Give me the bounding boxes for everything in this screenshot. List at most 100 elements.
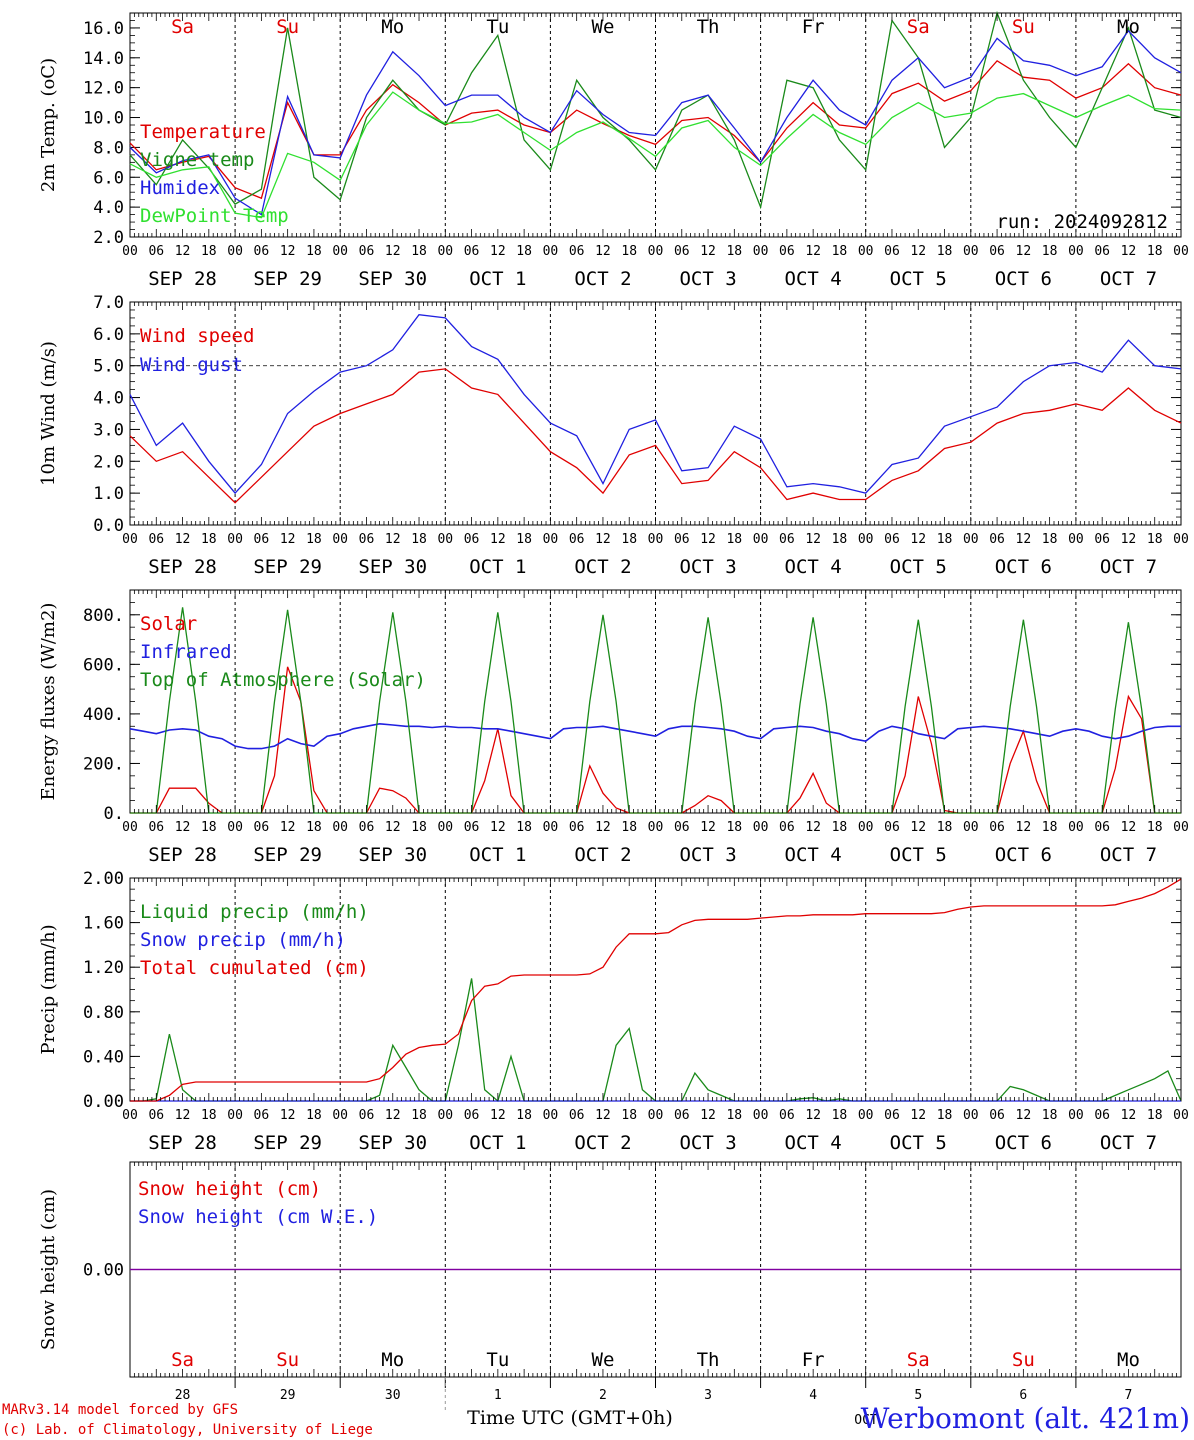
hour-tick-label: 06 <box>674 244 690 259</box>
day-name: Sa <box>171 1349 194 1371</box>
series-temperature-line <box>129 59 1182 200</box>
hour-tick-label: 06 <box>884 1108 900 1123</box>
legend-entry: Snow precip (mm/h) <box>140 929 346 951</box>
series-dewpoint-temp-line <box>129 91 1182 219</box>
y-axis-label: Snow height (cm) <box>38 1189 59 1350</box>
day-name: Th <box>697 16 720 38</box>
day-name: Tu <box>486 1349 509 1371</box>
panel-frame <box>129 12 1182 238</box>
hour-tick-label: 06 <box>359 1108 375 1123</box>
hour-tick-label: 00 <box>648 244 664 259</box>
day-number: 7 <box>1125 1388 1133 1403</box>
y-tick-label: 1.20 <box>83 958 124 978</box>
series-humidex-line <box>129 29 1182 216</box>
hour-tick-label: 06 <box>359 820 375 835</box>
hour-tick-label: 06 <box>464 820 480 835</box>
date-label: SEP 29 <box>253 268 322 290</box>
hour-tick-label: 06 <box>464 1108 480 1123</box>
day-name: Mo <box>381 1349 404 1371</box>
date-label: OCT 3 <box>679 556 736 578</box>
hour-tick-label: 06 <box>148 1108 164 1123</box>
hour-tick-label: 12 <box>910 1108 926 1123</box>
date-label: OCT 2 <box>574 268 631 290</box>
legend-entry: Top of Atmosphere (Solar) <box>140 669 426 691</box>
y-tick-label: 4.0 <box>93 198 124 218</box>
day-number: 2 <box>599 1388 607 1403</box>
hour-tick-label: 18 <box>516 532 532 547</box>
hour-tick-label: 18 <box>832 820 848 835</box>
date-label: OCT 2 <box>574 556 631 578</box>
hour-tick-label: 06 <box>1094 1108 1110 1123</box>
hour-tick-label: 18 <box>411 244 427 259</box>
day-number: 30 <box>385 1388 401 1403</box>
hour-tick-label: 00 <box>122 532 138 547</box>
date-label: SEP 30 <box>358 556 427 578</box>
panel-5: 0.00 Snow height (cm) Snow height (cm) Snow… <box>38 1161 1182 1410</box>
hour-tick-label: 18 <box>201 244 217 259</box>
hour-tick-label: 06 <box>359 244 375 259</box>
hour-tick-label: 18 <box>411 1108 427 1123</box>
hour-tick-label: 00 <box>858 532 874 547</box>
hour-tick-label: 18 <box>1042 820 1058 835</box>
hour-tick-label: 00 <box>753 244 769 259</box>
hour-tick-label: 12 <box>910 820 926 835</box>
hour-tick-label: 12 <box>175 532 191 547</box>
hour-tick-label: 00 <box>332 532 348 547</box>
hour-tick-label: 06 <box>884 244 900 259</box>
hour-tick-label: 06 <box>464 244 480 259</box>
hour-tick-label: 00 <box>1173 532 1189 547</box>
hour-tick-label: 18 <box>726 244 742 259</box>
legend-entry: Wind speed <box>140 325 254 347</box>
date-label: SEP 28 <box>148 556 217 578</box>
day-name: We <box>592 16 615 38</box>
hour-tick-label: 00 <box>648 532 664 547</box>
y-tick-label: 600. <box>83 655 124 675</box>
y-tick-label: 2.00 <box>83 869 124 889</box>
date-label: OCT 1 <box>469 268 526 290</box>
y-tick-label: 10.0 <box>83 109 124 129</box>
hour-tick-label: 00 <box>1173 1108 1189 1123</box>
legend-entry: Solar <box>140 613 197 635</box>
date-label: OCT 3 <box>679 1132 736 1154</box>
date-label: OCT 4 <box>785 844 842 866</box>
day-number: 3 <box>704 1388 712 1403</box>
day-name: Sa <box>171 16 194 38</box>
hour-tick-label: 00 <box>227 532 243 547</box>
hour-tick-label: 00 <box>543 1108 559 1123</box>
hour-tick-label: 12 <box>1121 244 1137 259</box>
hour-tick-label: 12 <box>700 244 716 259</box>
hour-tick-label: 12 <box>385 1108 401 1123</box>
y-axis-label: Precip (mm/h) <box>38 924 59 1054</box>
legend-entry: Liquid precip (mm/h) <box>140 901 369 923</box>
y-axis-label: 10m Wind (m/s) <box>38 341 59 486</box>
hour-tick-label: 18 <box>937 532 953 547</box>
panel-4: 0.00 0.40 0.80 1.20 1.60 2.00 Precip (mm/h) Liq… <box>38 869 1189 1154</box>
hour-tick-label: 06 <box>884 820 900 835</box>
hour-tick-label: 12 <box>175 1108 191 1123</box>
date-label: SEP 29 <box>253 844 322 866</box>
hour-tick-label: 18 <box>726 820 742 835</box>
hour-tick-label: 12 <box>700 532 716 547</box>
hour-tick-label: 00 <box>753 532 769 547</box>
hour-tick-label: 00 <box>332 1108 348 1123</box>
hour-tick-label: 18 <box>201 1108 217 1123</box>
hour-tick-label: 06 <box>254 1108 270 1123</box>
hour-tick-label: 18 <box>306 244 322 259</box>
hour-tick-label: 12 <box>280 820 296 835</box>
panel-3: 0. 200. 400. 600. 800. Energy fluxes (W/m2) So… <box>38 589 1189 866</box>
hour-tick-label: 06 <box>464 532 480 547</box>
series-wind-speed-line <box>129 368 1182 504</box>
hour-tick-label: 06 <box>254 820 270 835</box>
y-tick-label: 4.0 <box>93 389 124 409</box>
hour-tick-label: 06 <box>148 244 164 259</box>
date-label: SEP 30 <box>358 844 427 866</box>
hour-tick-label: 06 <box>1094 532 1110 547</box>
legend-entry: Temperature <box>140 121 266 143</box>
hour-tick-label: 18 <box>832 1108 848 1123</box>
date-label: SEP 30 <box>358 268 427 290</box>
y-tick-label: 0.00 <box>83 1261 124 1281</box>
date-label: OCT 7 <box>1100 268 1157 290</box>
y-tick-label: 6.0 <box>93 168 124 188</box>
hour-tick-label: 12 <box>700 1108 716 1123</box>
station-name: Werbomont (alt. 421m) <box>861 1402 1190 1435</box>
